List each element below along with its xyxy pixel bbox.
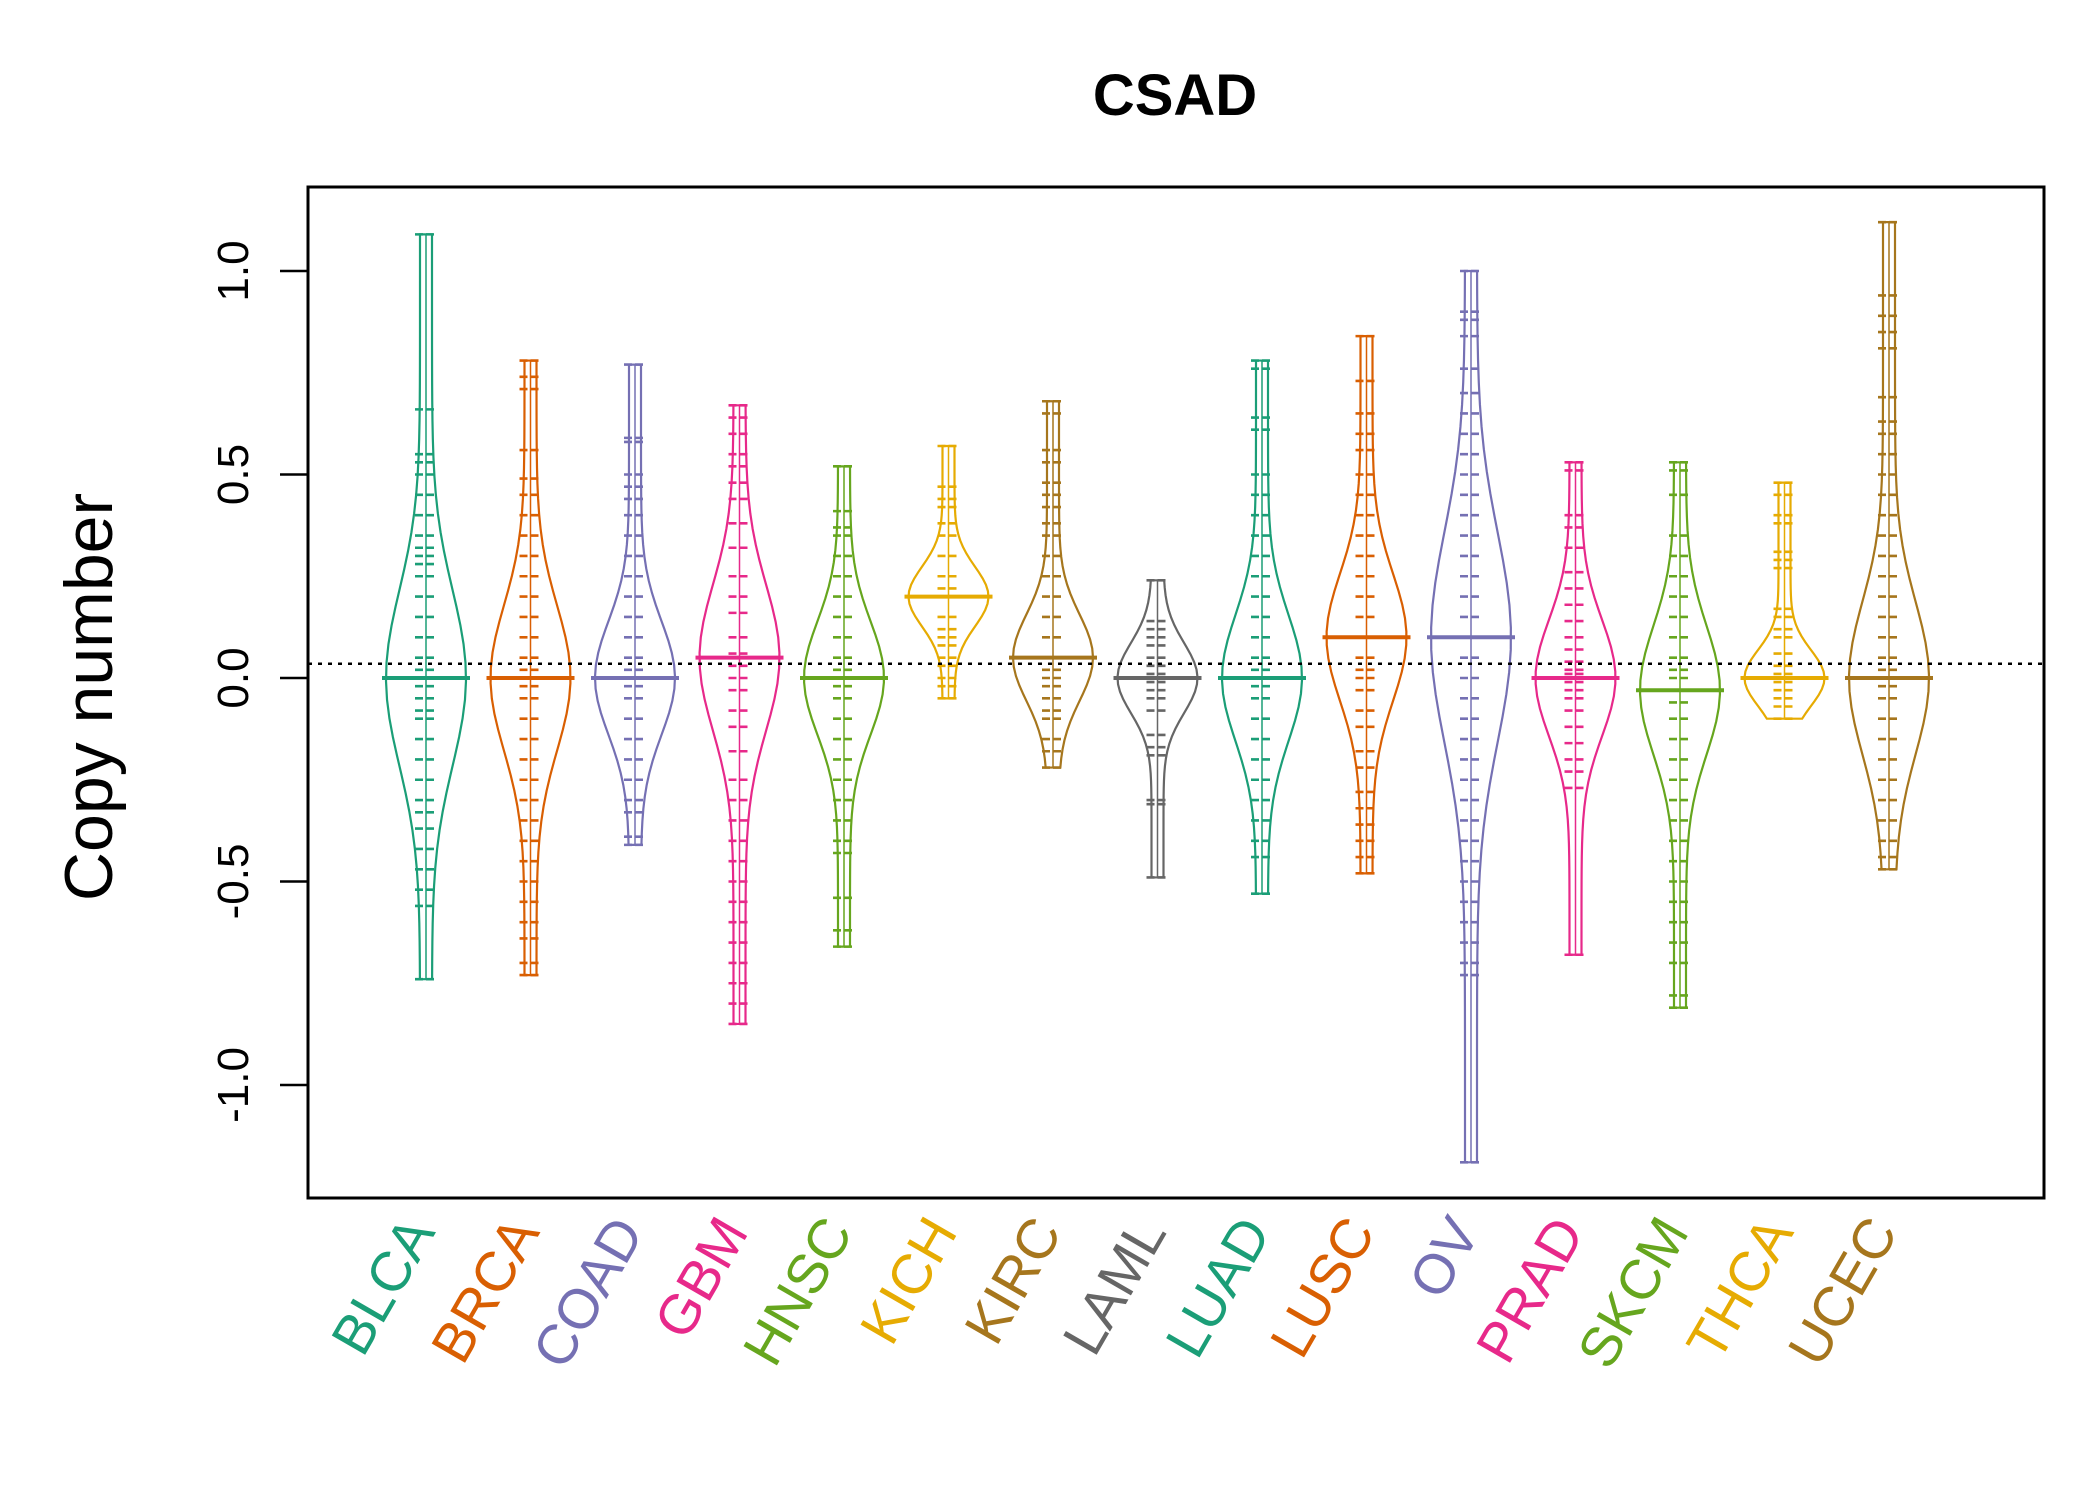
y-tick-label: 0.5: [209, 444, 258, 505]
bean-prad: [1531, 460, 1620, 957]
bean-kirc: [1009, 399, 1097, 769]
y-axis-label: Copy number: [51, 493, 127, 901]
beans-layer: [382, 220, 1933, 1164]
x-tick-label: KICH: [847, 1207, 968, 1354]
bean-luad: [1218, 359, 1306, 896]
bean-kich: [904, 444, 993, 700]
y-tick-label: -1.0: [209, 1047, 258, 1123]
bean-thca: [1740, 481, 1829, 721]
y-tick-label: 1.0: [209, 240, 258, 301]
y-axis: -1.0 -0.5 0.0 0.5 1.0: [209, 240, 310, 1123]
bean-skcm: [1636, 460, 1724, 1009]
bean-ucec: [1845, 220, 1933, 871]
x-tick-label: OV: [1396, 1206, 1491, 1308]
bean-coad: [591, 363, 679, 847]
x-tick-label: LAML: [1050, 1207, 1178, 1365]
chart-title: CSAD: [1093, 63, 1257, 128]
y-tick-label: -0.5: [209, 844, 258, 920]
bean-brca: [486, 359, 575, 977]
bean-hnsc: [800, 465, 888, 948]
x-tick-label: HNSC: [730, 1207, 864, 1376]
bean-ov: [1427, 269, 1515, 1164]
x-tick-label: UCEC: [1775, 1207, 1909, 1376]
bean-blca: [382, 233, 470, 981]
bean-gbm: [695, 404, 784, 1026]
bean-lusc: [1322, 334, 1411, 875]
y-tick-label: 0.0: [209, 647, 258, 708]
x-tick-label: LUSC: [1258, 1207, 1387, 1368]
x-tick-label: LUAD: [1153, 1207, 1282, 1368]
bean-laml: [1113, 579, 1202, 879]
